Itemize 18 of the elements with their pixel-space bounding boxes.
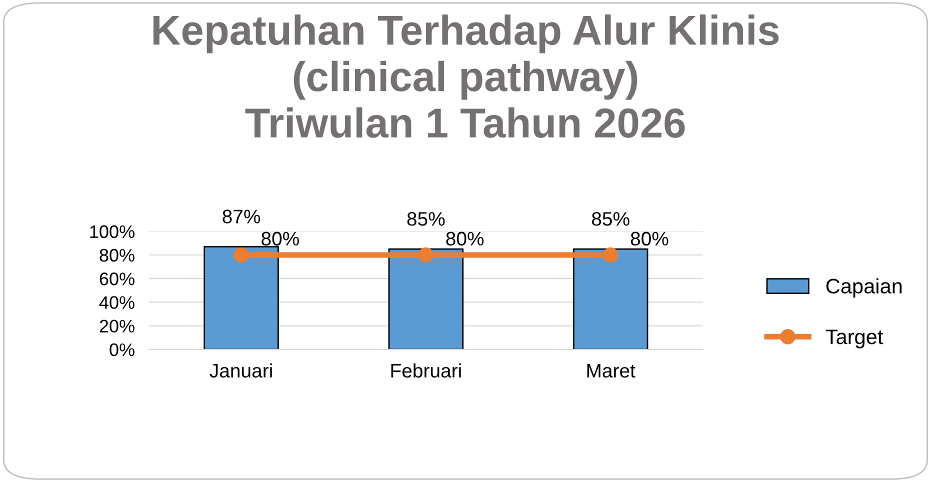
x-tick-label: Januari (210, 363, 272, 378)
data-label: 80% (262, 232, 299, 246)
data-label: 85% (407, 212, 445, 226)
chart-title: Kepatuhan Terhadap Alur Klinis (clinical pathway) Triwulan 1 Tahun 2026 (153, 14, 779, 138)
y-tick-label: 100% (90, 225, 134, 238)
y-tick-label: 60% (100, 272, 134, 286)
y-tick-label: 0% (110, 343, 134, 356)
data-label: 80% (630, 232, 668, 246)
x-tick-label: Februari (391, 363, 461, 378)
data-label: 80% (446, 232, 484, 246)
data-label: 85% (592, 212, 630, 226)
data-label: 87% (222, 210, 260, 224)
y-tick-label: 20% (100, 320, 134, 333)
y-tick-label: 40% (99, 296, 134, 309)
x-tick-label: Maret (587, 364, 636, 378)
legend-label: Target (826, 330, 884, 348)
legend-label: Capaian (826, 278, 902, 298)
y-tick-label: 80% (100, 248, 134, 262)
